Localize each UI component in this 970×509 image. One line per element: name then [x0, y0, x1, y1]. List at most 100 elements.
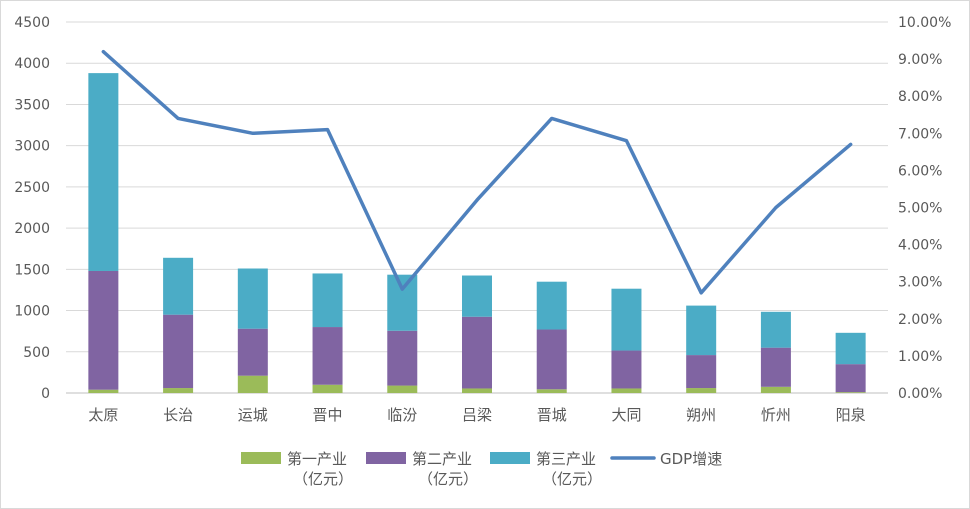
bar-segment [88, 270, 119, 390]
bar-segment [88, 389, 119, 393]
gdp-growth-point [475, 198, 479, 202]
legend-label-unit: （亿元） [293, 470, 353, 488]
gridlines [66, 21, 888, 394]
legend: 第一产业 （亿元） 第二产业 （亿元） 第三产业 （亿元） GDP增速 [241, 450, 722, 488]
gdp-growth-point [400, 287, 404, 291]
bar-segment [536, 389, 567, 393]
bar-segment [163, 314, 194, 389]
y-right-tick-label: 2.00% [898, 312, 942, 328]
legend-item: 第三产业 （亿元） [490, 450, 602, 488]
right-y-axis: 0.00% 1.00% 2.00% 3.00% 4.00% 5.00% 6.00% 7.00%… [898, 15, 951, 402]
y-right-tick-label: 7.00% [898, 126, 942, 142]
x-tick-label: 忻州 [761, 406, 791, 424]
x-axis: 太原 长治 运城 晋中 临汾 吕梁 晋城 大同 朔州 忻州 阳泉 [88, 406, 865, 424]
y-left-tick-label: 2000 [14, 221, 50, 237]
bar-segment [237, 268, 268, 329]
y-left-tick-label: 4500 [14, 15, 50, 31]
bar-segment [163, 257, 194, 315]
y-right-tick-label: 4.00% [898, 238, 942, 254]
bar-segment [835, 364, 866, 393]
bar-segment [237, 328, 268, 376]
bar-segment [387, 274, 418, 331]
bar-segment [237, 375, 268, 393]
left-y-axis: 0 500 1000 1500 2000 2500 3000 3500 4000 4500 [14, 15, 50, 402]
gdp-growth-point [624, 139, 628, 143]
gdp-growth-point [550, 116, 554, 120]
y-right-tick-label: 5.00% [898, 201, 942, 217]
legend-label-unit: （亿元） [418, 470, 478, 488]
bar-segment [686, 388, 717, 393]
gdp-growth-point [101, 50, 105, 54]
x-tick-label: 阳泉 [836, 406, 866, 424]
gdp-growth-point [176, 116, 180, 120]
x-tick-label: 长治 [163, 406, 193, 424]
bar-segment [686, 355, 717, 389]
x-tick-label: 朔州 [686, 406, 716, 424]
bar-segment [462, 388, 492, 393]
gdp-growth-point [849, 142, 853, 146]
gdp-growth-point [251, 131, 255, 135]
gdp-growth-point [326, 128, 330, 132]
bar-segment [312, 273, 343, 328]
bar-segment [760, 347, 791, 387]
bar-segment [312, 327, 343, 385]
legend-swatch [241, 452, 281, 464]
x-tick-label: 太原 [88, 406, 118, 424]
bar-segment [686, 305, 717, 356]
legend-swatch [366, 452, 406, 464]
x-tick-label: 大同 [611, 406, 641, 424]
bar-segment [462, 316, 492, 389]
legend-item: 第一产业 （亿元） [241, 450, 353, 488]
legend-label: 第一产业 [287, 450, 347, 468]
y-left-tick-label: 500 [23, 345, 50, 361]
y-left-tick-label: 4000 [14, 56, 50, 72]
legend-label-unit: （亿元） [542, 470, 602, 488]
bar-segment [536, 281, 567, 330]
y-right-tick-label: 8.00% [898, 89, 942, 105]
y-left-tick-label: 3000 [14, 139, 50, 155]
legend-item: 第二产业 （亿元） [366, 450, 478, 488]
bar-segment [88, 73, 119, 271]
y-right-tick-label: 9.00% [898, 52, 942, 68]
bar-segment [312, 384, 343, 393]
bar-segment [536, 329, 567, 390]
bar-segment [835, 392, 866, 393]
gdp-growth-point [699, 291, 703, 295]
bar-segment [611, 350, 642, 389]
x-tick-label: 运城 [238, 406, 268, 424]
y-right-tick-label: 0.00% [898, 386, 942, 402]
legend-item: GDP增速 [610, 450, 722, 468]
y-left-tick-label: 3500 [14, 97, 50, 113]
x-tick-label: 临汾 [387, 406, 417, 424]
bar-segment [163, 388, 194, 393]
x-tick-label: 晋中 [313, 406, 343, 424]
bar-segment [760, 386, 791, 393]
y-left-tick-label: 1000 [14, 304, 50, 320]
legend-label: 第三产业 [536, 450, 596, 468]
y-right-tick-label: 3.00% [898, 275, 942, 291]
y-right-tick-label: 6.00% [898, 163, 942, 179]
x-tick-label: 晋城 [537, 406, 567, 424]
bar-segment [611, 288, 642, 351]
bar-segment [387, 330, 418, 386]
bar-segment [387, 385, 418, 393]
bar-segment [835, 332, 866, 365]
bar-segment [611, 388, 642, 393]
legend-label: GDP增速 [660, 450, 722, 468]
legend-label: 第二产业 [412, 450, 472, 468]
gdp-growth-point [774, 206, 778, 209]
y-left-tick-label: 2500 [14, 180, 50, 196]
y-left-tick-label: 1500 [14, 262, 50, 278]
legend-swatch [490, 452, 530, 464]
gdp-growth-line [101, 49, 853, 295]
y-right-tick-label: 1.00% [898, 349, 942, 365]
stacked-bars [88, 73, 866, 393]
bar-segment [760, 311, 791, 348]
gdp-growth-series-line [101, 49, 853, 295]
x-tick-label: 吕梁 [462, 406, 492, 424]
y-right-tick-label: 10.00% [898, 15, 951, 31]
y-left-tick-label: 0 [41, 386, 50, 402]
bar-segment [462, 275, 492, 317]
